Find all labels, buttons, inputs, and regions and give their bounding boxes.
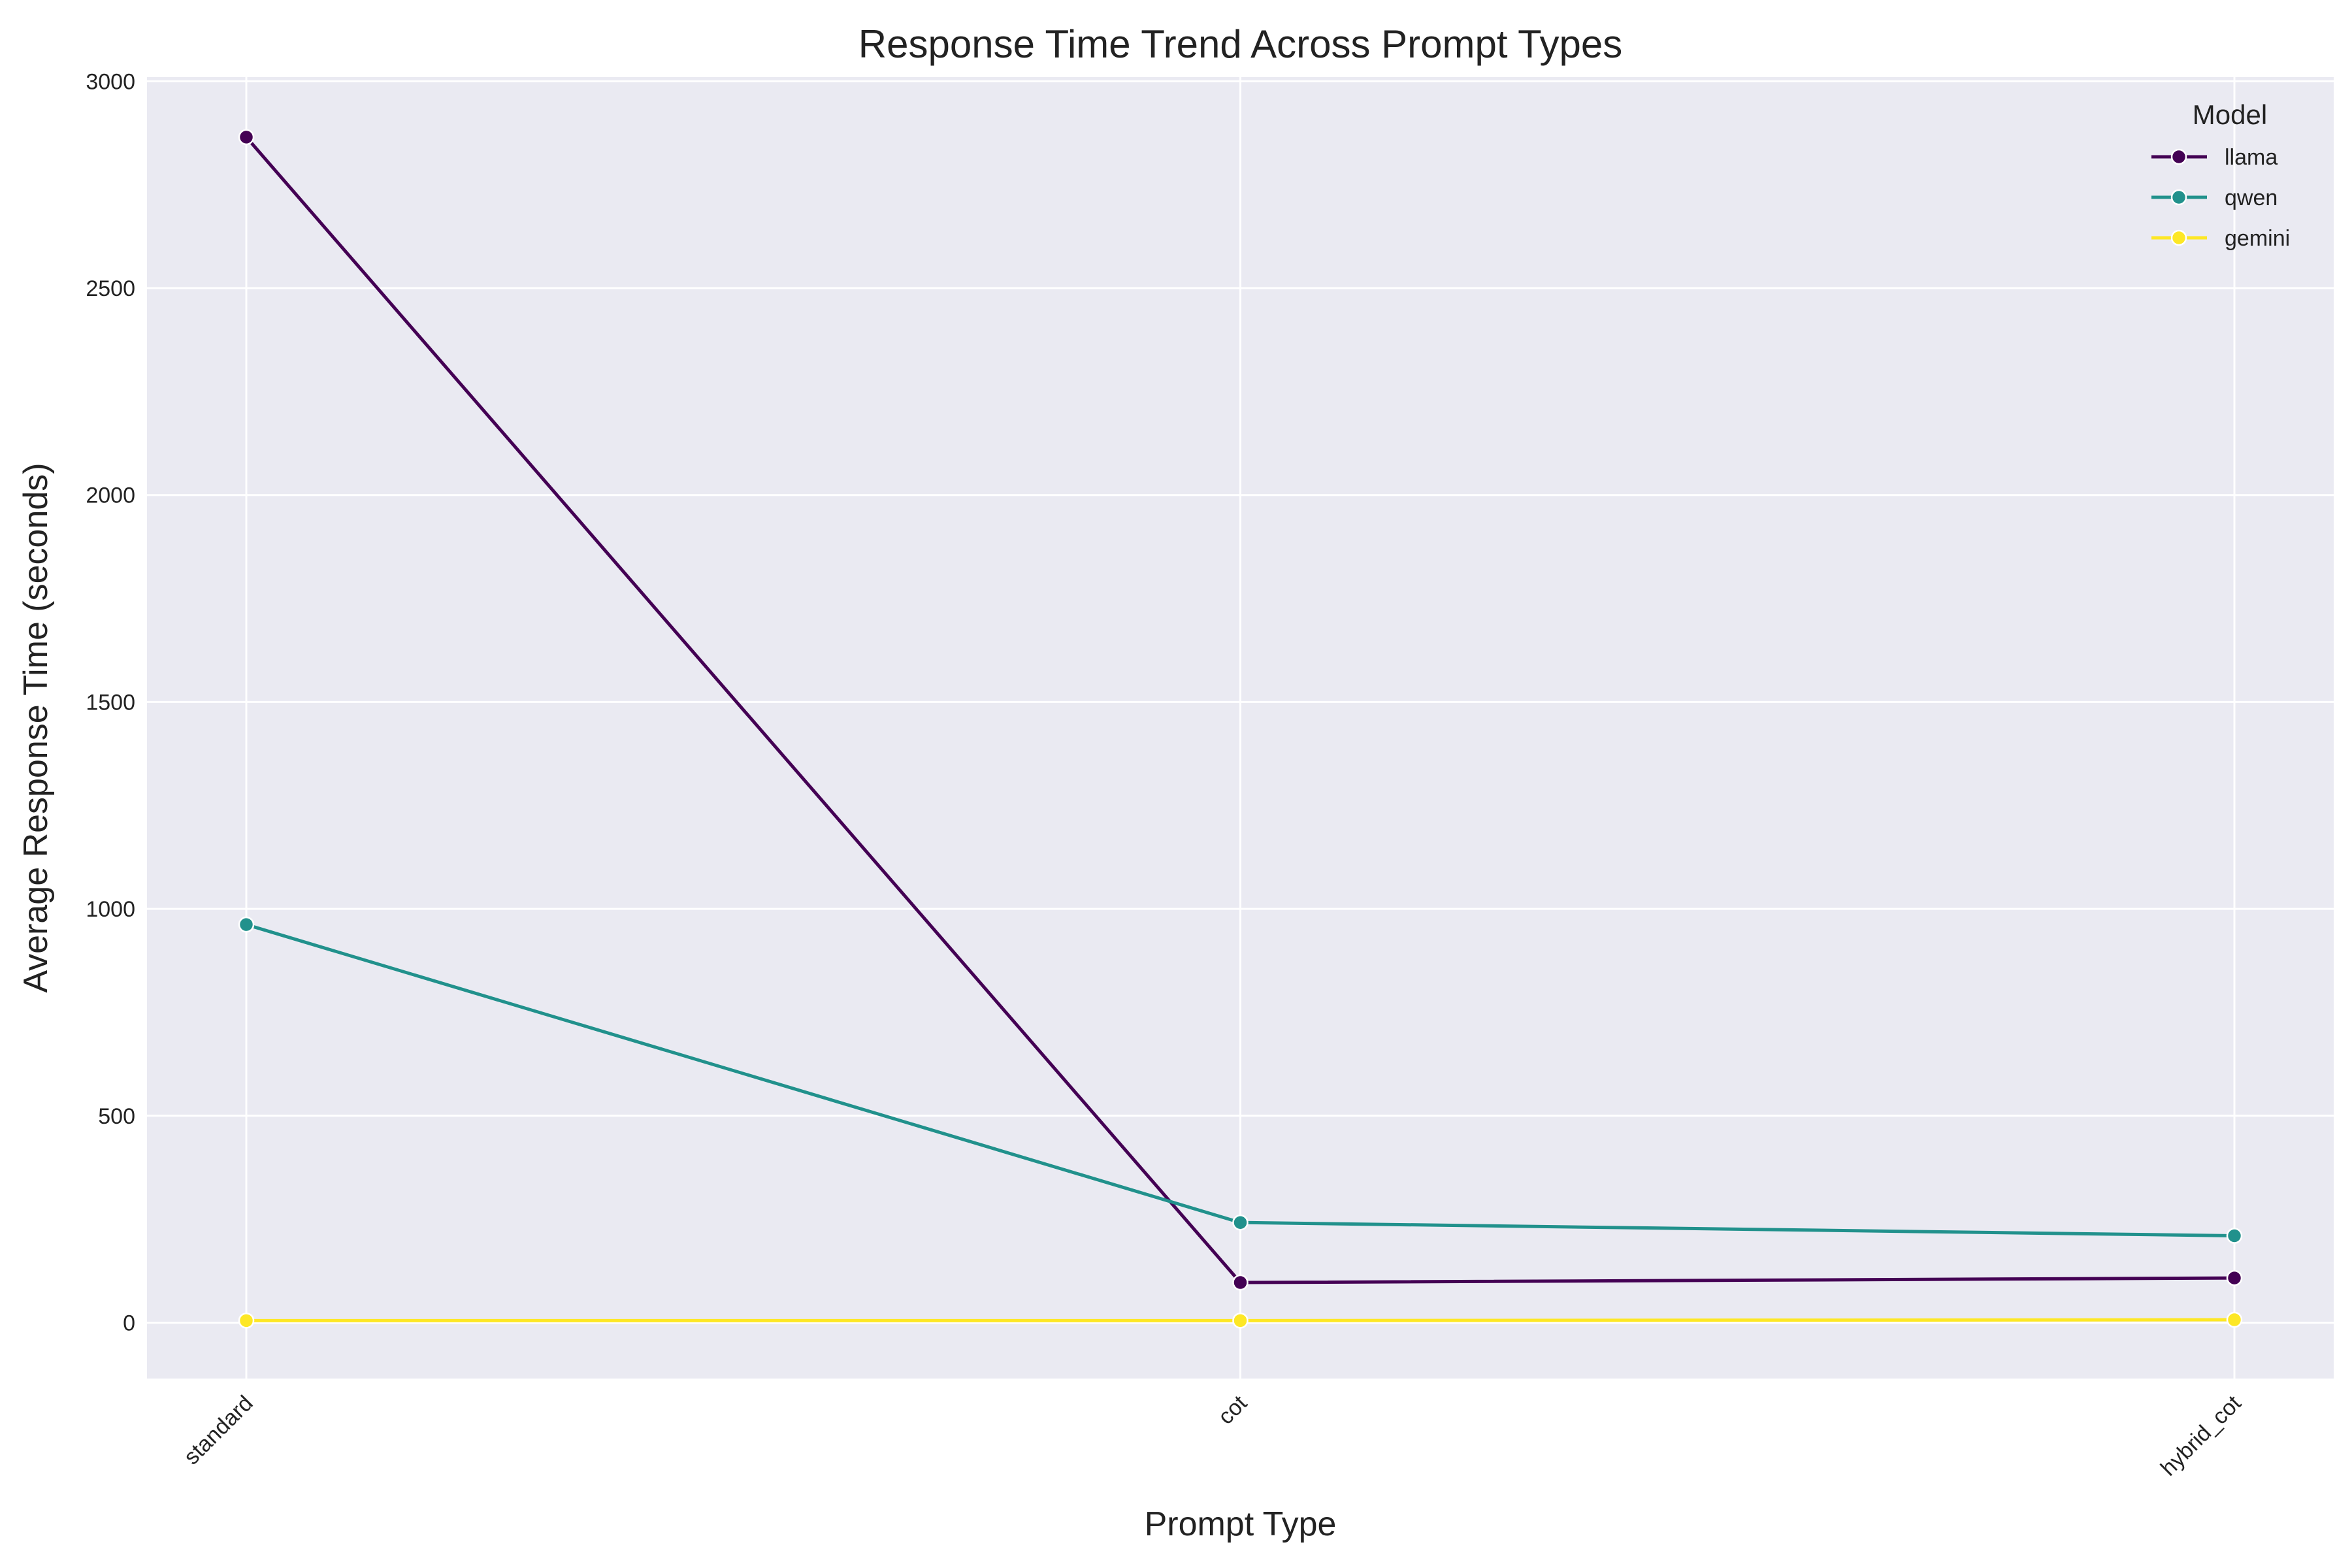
y-tick-label: 0 (123, 1311, 135, 1335)
y-tick-label: 3000 (86, 69, 135, 94)
y-tick-label: 2000 (86, 483, 135, 508)
series-gemini (238, 1311, 2243, 1329)
series-qwen (238, 916, 2243, 1244)
series-llama (238, 129, 2243, 1291)
y-axis-title: Average Response Time (seconds) (17, 463, 55, 992)
y-tick-label: 1500 (86, 690, 135, 715)
y-tick-labels: 0 500 1000 1500 2000 2500 3000 (86, 69, 135, 1335)
data-point (1232, 1313, 1249, 1329)
x-tick-label: hybrid_cot (2156, 1390, 2246, 1480)
y-tick-label: 1000 (86, 897, 135, 922)
x-axis-title: Prompt Type (1145, 1505, 1337, 1543)
data-point (2226, 1311, 2243, 1328)
data-point (1232, 1274, 1249, 1291)
chart-title: Response Time Trend Across Prompt Types (858, 22, 1622, 66)
legend-label: llama (2225, 145, 2278, 170)
data-point (238, 129, 255, 146)
legend: Model llama qwen gemini (2151, 99, 2290, 251)
legend-label: qwen (2225, 186, 2278, 210)
x-tick-label: cot (1213, 1390, 1252, 1429)
legend-swatch-marker (2170, 229, 2187, 246)
y-tick-label: 500 (98, 1104, 135, 1129)
grid-layer (147, 77, 2334, 1379)
legend-title: Model (2193, 99, 2267, 130)
data-point (2226, 1228, 2243, 1244)
y-tick-label: 2500 (86, 276, 135, 301)
legend-label: gemini (2225, 226, 2290, 251)
data-point (238, 916, 255, 933)
data-point (238, 1313, 255, 1329)
data-point (1232, 1214, 1249, 1231)
x-tick-label: standard (179, 1391, 257, 1469)
legend-swatch-marker (2170, 148, 2187, 165)
legend-item-qwen: qwen (2151, 186, 2278, 210)
legend-item-llama: llama (2151, 145, 2278, 170)
series-layer (238, 129, 2243, 1329)
data-point (2226, 1269, 2243, 1286)
x-tick-labels: standard cot hybrid_cot (179, 1390, 2246, 1480)
legend-swatch-marker (2170, 189, 2187, 206)
legend-item-gemini: gemini (2151, 226, 2290, 251)
